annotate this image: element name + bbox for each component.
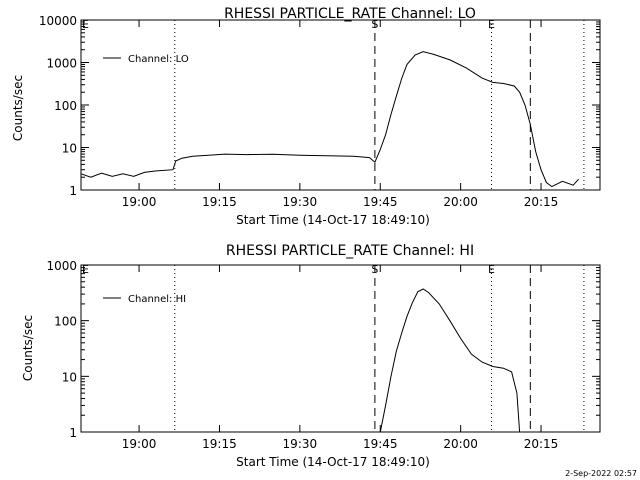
y-tick-label: 100: [54, 99, 77, 113]
event-marker-label: E: [488, 263, 495, 276]
x-tick-label: 19:45: [363, 195, 398, 209]
series-line: [379, 288, 521, 433]
chart-hi: RHESSI PARTICLE_RATE Channel: HI 19:00 19…: [21, 243, 601, 469]
y-tick-label: 10: [62, 370, 77, 384]
legend: Channel: HI: [103, 294, 186, 305]
x-tick-label: 19:00: [122, 437, 157, 451]
plot-frame: [80, 264, 601, 433]
y-tick-label: 1000: [46, 57, 77, 71]
event-marker-label: E: [82, 263, 89, 276]
y-tick-label: 1000: [46, 259, 77, 273]
y-tick-label: 1: [69, 184, 77, 198]
legend-label: Channel: LO: [128, 54, 189, 65]
chart-title: RHESSI PARTICLE_RATE Channel: LO: [224, 6, 476, 22]
plot-frame: [80, 19, 601, 191]
event-marker-label: S: [371, 18, 378, 31]
y-axis-label: Counts/sec: [11, 75, 25, 141]
plot-area: 19:00 19:15 19:30 19:45 20:00 20:15 1 10 100 1000…: [39, 14, 601, 209]
y-tick-label: 10: [62, 142, 77, 156]
x-tick-label: 20:00: [443, 437, 478, 451]
x-tick-label: 20:15: [524, 437, 559, 451]
y-axis-label: Counts/sec: [21, 315, 35, 381]
x-tick-label: 19:15: [202, 195, 237, 209]
x-tick-label: 19:30: [283, 195, 318, 209]
x-tick-label: 19:00: [122, 195, 157, 209]
chart-title: RHESSI PARTICLE_RATE Channel: HI: [226, 243, 474, 259]
legend-label: Channel: HI: [128, 294, 186, 305]
y-tick-label: 10000: [39, 14, 77, 28]
series-line: [80, 51, 579, 188]
x-tick-label: 19:45: [363, 437, 398, 451]
x-tick-label: 20:00: [443, 195, 478, 209]
event-marker-label: E: [488, 18, 495, 31]
x-axis-label: Start Time (14-Oct-17 18:49:10): [236, 455, 430, 469]
generation-timestamp: 2-Sep-2022 02:57: [565, 469, 637, 478]
x-tick-label: 19:15: [202, 437, 237, 451]
x-tick-label: 19:30: [283, 437, 318, 451]
x-axis-label: Start Time (14-Oct-17 18:49:10): [236, 213, 430, 227]
chart-lo: RHESSI PARTICLE_RATE Channel: LO 19:00 19…: [11, 6, 601, 227]
y-tick-label: 1: [69, 426, 77, 440]
event-marker-label: E: [82, 18, 89, 31]
legend: Channel: LO: [103, 54, 189, 65]
event-marker-label: S: [371, 263, 378, 276]
plot-area: 19:00 19:15 19:30 19:45 20:00 20:15 1 10 100 1000…: [46, 259, 601, 451]
y-tick-label: 100: [54, 315, 77, 329]
x-tick-label: 20:15: [524, 195, 559, 209]
